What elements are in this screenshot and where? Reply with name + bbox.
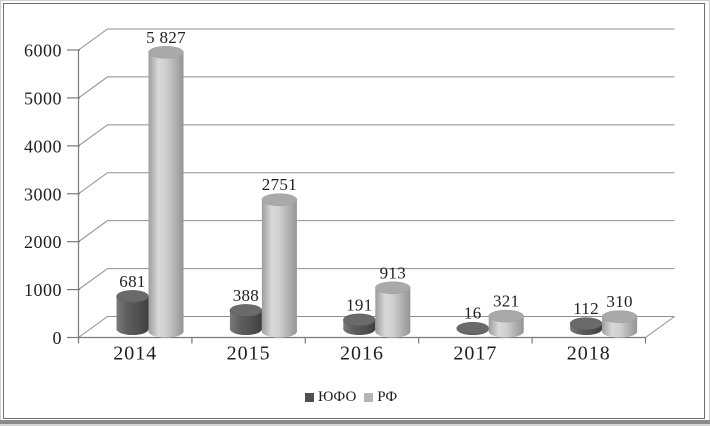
bar-РФ-2014 <box>148 46 184 338</box>
bottom-border-band <box>0 420 710 425</box>
y-axis-tick-label: 4000 <box>24 136 62 156</box>
bar-РФ-2018 <box>601 310 638 338</box>
value-label: 388 <box>233 286 259 305</box>
y-axis-tick-label: 2000 <box>24 232 62 252</box>
gridlines <box>78 28 675 338</box>
bars <box>116 46 638 338</box>
bar-РФ-2015 <box>261 193 298 338</box>
value-label: 112 <box>573 299 599 318</box>
value-label: 191 <box>346 295 372 314</box>
value-label: 310 <box>606 292 632 311</box>
axes <box>67 49 647 344</box>
value-label: 681 <box>119 272 145 291</box>
bar-РФ-2017 <box>488 309 524 338</box>
value-label: 913 <box>380 263 406 282</box>
bar-ЮФО-2014 <box>116 290 149 335</box>
chart-border <box>3 3 705 419</box>
y-axis-tick-label: 3000 <box>24 184 62 204</box>
legend-label-yufo: ЮФО <box>318 389 357 405</box>
legend-item-rf: РФ <box>364 389 398 405</box>
bar-ЮФО-2015 <box>229 304 263 335</box>
y-axis-tick-label: 5000 <box>24 88 62 108</box>
legend-swatch-rf <box>364 392 374 402</box>
y-axis-tick-label: 6000 <box>24 41 62 61</box>
legend: ЮФО РФ <box>305 389 398 405</box>
legend-item-yufo: ЮФО <box>305 389 357 405</box>
y-axis-tick-label: 1000 <box>24 280 62 300</box>
value-label: 16 <box>464 304 482 323</box>
bar-ЮФО-2016 <box>343 313 376 335</box>
value-labels: 681 5 827 388 2751 191 913 16 321 112 310 <box>119 28 632 323</box>
x-axis-labels: 2014 2015 2016 2017 2018 <box>113 343 611 365</box>
value-label: 321 <box>493 292 519 311</box>
bar-ЮФО-2018 <box>569 317 603 335</box>
category-label: 2017 <box>453 343 497 365</box>
bar-РФ-2016 <box>375 281 411 338</box>
category-label: 2015 <box>227 343 271 365</box>
value-label: 2751 <box>262 175 297 194</box>
y-axis-labels: 0 1000 2000 3000 4000 5000 6000 <box>24 41 62 349</box>
value-label: 5 827 <box>146 28 186 47</box>
category-label: 2018 <box>567 343 611 365</box>
category-label: 2014 <box>113 343 157 365</box>
legend-swatch-yufo <box>305 392 314 402</box>
legend-label-rf: РФ <box>377 389 398 405</box>
y-axis-tick-label: 0 <box>53 328 63 348</box>
category-label: 2016 <box>340 343 384 365</box>
bar-ЮФО-2017 <box>456 321 489 335</box>
